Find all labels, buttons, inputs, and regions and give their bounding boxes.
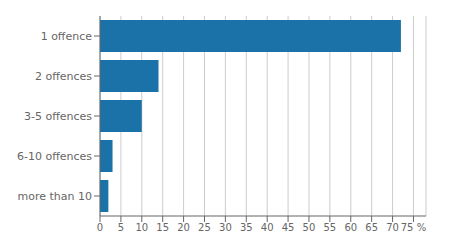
- svg-text:6-10 offences: 6-10 offences: [17, 150, 92, 163]
- svg-text:5: 5: [118, 222, 124, 233]
- svg-text:70: 70: [386, 222, 399, 233]
- svg-text:65: 65: [365, 222, 378, 233]
- svg-text:60: 60: [344, 222, 357, 233]
- svg-text:2 offences: 2 offences: [35, 70, 92, 83]
- svg-text:75 %: 75 %: [401, 222, 426, 233]
- svg-text:20: 20: [177, 222, 190, 233]
- svg-text:3-5 offences: 3-5 offences: [24, 110, 92, 123]
- svg-text:35: 35: [240, 222, 253, 233]
- svg-text:45: 45: [282, 222, 295, 233]
- svg-text:50: 50: [303, 222, 316, 233]
- svg-text:10: 10: [135, 222, 148, 233]
- svg-text:25: 25: [198, 222, 211, 233]
- svg-text:1 offence: 1 offence: [41, 30, 93, 43]
- svg-text:55: 55: [324, 222, 337, 233]
- svg-text:30: 30: [219, 222, 232, 233]
- svg-text:0: 0: [97, 222, 103, 233]
- svg-text:more than 10: more than 10: [18, 190, 92, 203]
- svg-text:40: 40: [261, 222, 274, 233]
- svg-text:15: 15: [156, 222, 169, 233]
